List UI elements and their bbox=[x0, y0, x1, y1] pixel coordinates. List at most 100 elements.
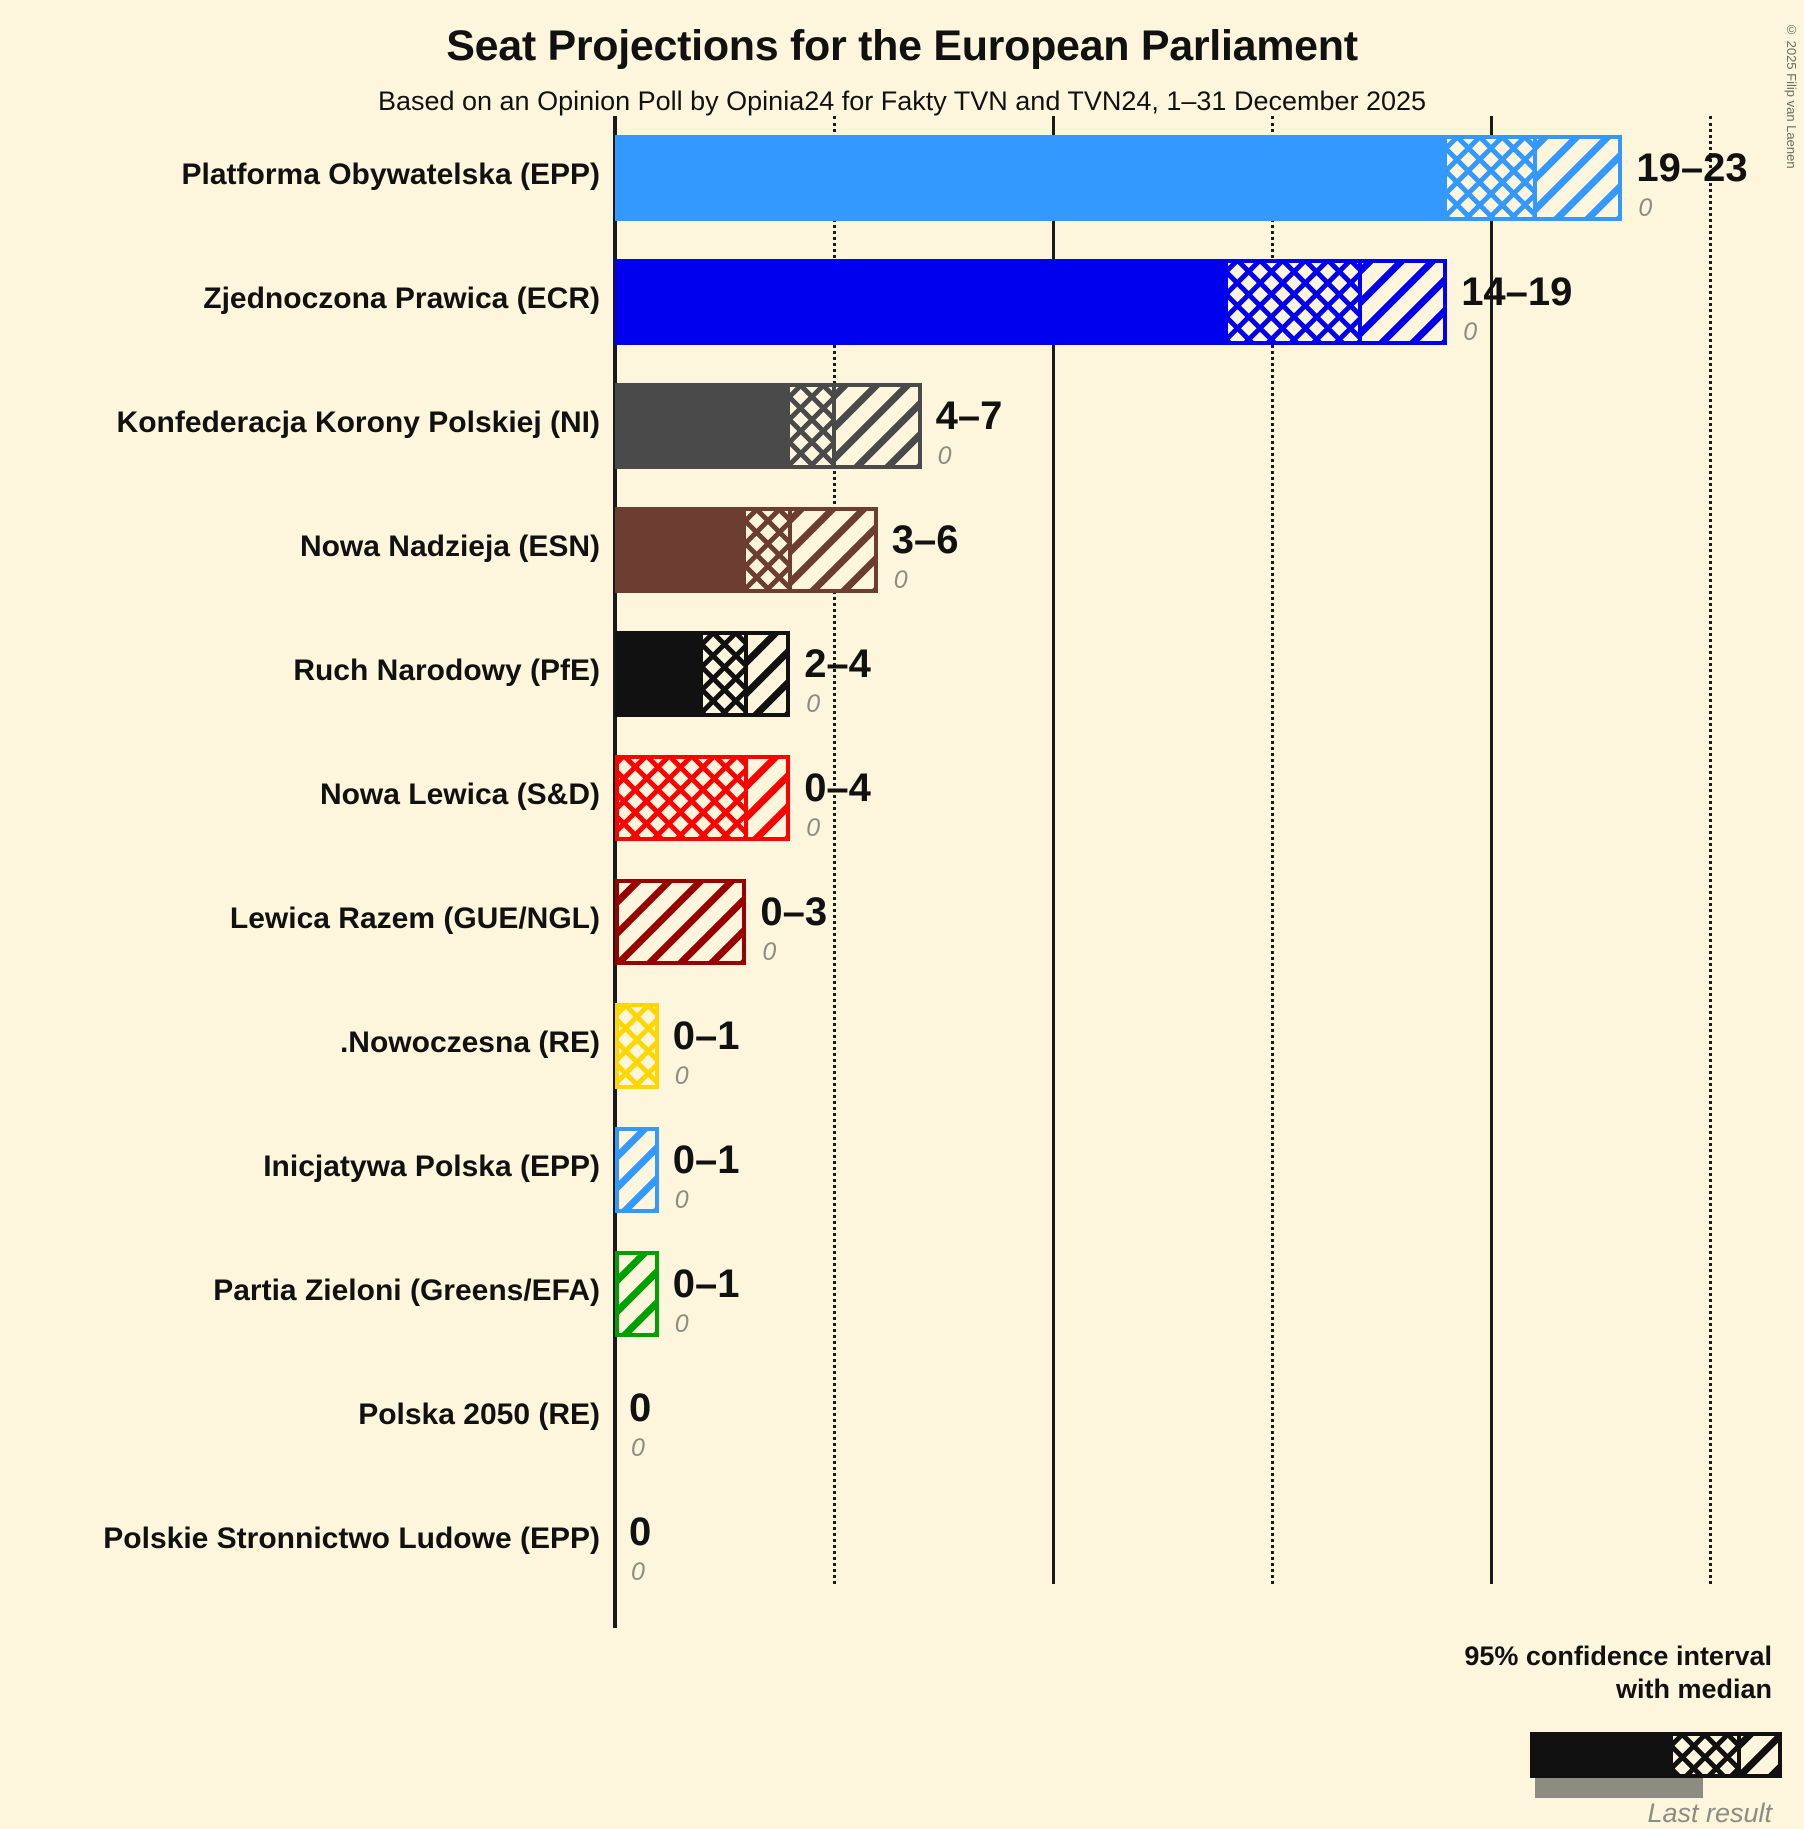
last-result-value: 0 bbox=[1463, 318, 1478, 346]
legend-diagonal-segment bbox=[1736, 1736, 1778, 1774]
chart-row: Konfederacja Korony Polskiej (NI) 4–7 0 bbox=[0, 364, 1804, 488]
bar-segment-crosshatch bbox=[702, 631, 747, 717]
bar-segment-crosshatch bbox=[1447, 135, 1535, 221]
bar-segment-crosshatch bbox=[1228, 259, 1360, 345]
seat-range-value: 3–6 bbox=[891, 518, 959, 562]
confidence-interval-bar bbox=[615, 1003, 659, 1089]
gridline-15 bbox=[1271, 116, 1274, 1584]
bar-outline bbox=[615, 879, 747, 965]
confidence-interval-bar bbox=[615, 1127, 659, 1213]
median-marker bbox=[744, 631, 749, 717]
chart-row: Polska 2050 (RE) 0 0 bbox=[0, 1356, 1804, 1480]
bar-segment-diagonal bbox=[615, 1127, 659, 1213]
bar-outline bbox=[615, 135, 1623, 221]
legend-line-1: 95% confidence interval bbox=[1464, 1641, 1772, 1671]
category-label: Platforma Obywatelska (EPP) bbox=[181, 158, 600, 191]
chart-row: Nowa Lewica (S&D) 0–4 0 bbox=[0, 736, 1804, 860]
page-subtitle: Based on an Opinion Poll by Opinia24 for… bbox=[377, 86, 1427, 116]
last-result-value: 0 bbox=[631, 1558, 645, 1586]
legend-solid-segment bbox=[1534, 1736, 1674, 1774]
bar-outline bbox=[615, 1251, 659, 1337]
bar-outline bbox=[615, 755, 791, 841]
value-axis bbox=[613, 116, 617, 1628]
seat-range-value: 0–3 bbox=[760, 890, 828, 934]
bar-outline bbox=[615, 259, 1448, 345]
bar-segment-diagonal bbox=[615, 879, 747, 965]
bar-segment-diagonal bbox=[1534, 135, 1623, 221]
bar-outline bbox=[615, 383, 922, 469]
last-result-value: 0 bbox=[674, 1186, 689, 1214]
last-result-value: 0 bbox=[674, 1310, 689, 1338]
seat-range-value: 0–1 bbox=[672, 1262, 740, 1306]
last-result-value: 0 bbox=[674, 1062, 689, 1090]
category-label: Konfederacja Korony Polskiej (NI) bbox=[116, 406, 600, 439]
median-marker bbox=[744, 755, 749, 841]
chart-row: Zjednoczona Prawica (ECR) 14–19 0 bbox=[0, 240, 1804, 364]
category-label: Inicjatywa Polska (EPP) bbox=[263, 1150, 600, 1183]
confidence-interval-bar bbox=[615, 507, 878, 593]
category-label: Partia Zieloni (Greens/EFA) bbox=[213, 1274, 600, 1307]
bar-segment-solid bbox=[615, 135, 1448, 221]
gridline-25 bbox=[1709, 116, 1712, 1584]
bar-segment-crosshatch bbox=[615, 755, 747, 841]
gridline-5 bbox=[833, 116, 836, 1584]
seat-range-value: 0–1 bbox=[672, 1014, 740, 1058]
seat-range-value: 0–4 bbox=[804, 766, 871, 810]
bar-segment-diagonal bbox=[790, 507, 878, 593]
bar-outline bbox=[615, 631, 791, 717]
bar-outline bbox=[615, 507, 878, 593]
median-marker bbox=[832, 383, 836, 469]
gridline-20 bbox=[1490, 116, 1493, 1584]
bar-segment-crosshatch bbox=[790, 383, 834, 469]
confidence-interval-bar bbox=[615, 135, 1623, 221]
confidence-interval-bar bbox=[615, 755, 791, 841]
chart-row: Platforma Obywatelska (EPP) 19–23 0 bbox=[0, 116, 1804, 240]
bar-outline bbox=[615, 1003, 659, 1089]
confidence-interval-bar bbox=[615, 631, 791, 717]
legend-sample-bar bbox=[1530, 1732, 1782, 1778]
bar-segment-diagonal bbox=[834, 383, 922, 469]
bar-segment-diagonal bbox=[615, 1251, 659, 1337]
bar-segment-solid bbox=[615, 259, 1229, 345]
category-label: .Nowoczesna (RE) bbox=[339, 1026, 600, 1059]
seat-range-value: 14–19 bbox=[1461, 270, 1573, 314]
seat-range-value: 4–7 bbox=[935, 394, 1003, 438]
seat-range-value: 0 bbox=[629, 1386, 652, 1430]
legend-median-marker bbox=[1736, 1736, 1741, 1774]
last-result-value: 0 bbox=[937, 442, 952, 470]
legend-last-result-bar bbox=[1535, 1778, 1703, 1798]
bar-segment-crosshatch bbox=[615, 1003, 659, 1089]
category-label: Nowa Lewica (S&D) bbox=[319, 778, 600, 811]
last-result-value: 0 bbox=[1638, 194, 1653, 222]
legend-line-2: with median bbox=[1615, 1673, 1772, 1704]
chart-row: Polskie Stronnictwo Ludowe (EPP) 0 0 bbox=[0, 1480, 1804, 1604]
chart-row: .Nowoczesna (RE) 0–1 0 bbox=[0, 984, 1804, 1108]
median-marker bbox=[788, 507, 793, 593]
last-result-value: 0 bbox=[762, 938, 777, 966]
confidence-interval-bar bbox=[615, 259, 1448, 345]
median-marker bbox=[1532, 135, 1537, 221]
bar-segment-diagonal bbox=[746, 755, 791, 841]
median-marker bbox=[1357, 259, 1362, 345]
bar-segment-solid bbox=[615, 383, 791, 469]
chart-legend: 95% confidence interval with median Last… bbox=[1300, 1640, 1790, 1828]
category-label: Ruch Narodowy (PfE) bbox=[293, 654, 600, 687]
page-title: Seat Projections for the European Parlia… bbox=[446, 22, 1358, 70]
seat-range-value: 0 bbox=[629, 1510, 652, 1554]
category-label: Lewica Razem (GUE/NGL) bbox=[229, 902, 600, 935]
bar-segment-crosshatch bbox=[746, 507, 791, 593]
last-result-value: 0 bbox=[893, 566, 908, 594]
last-result-value: 0 bbox=[806, 690, 821, 718]
legend-crosshatch-segment bbox=[1673, 1736, 1737, 1774]
seat-range-value: 2–4 bbox=[804, 642, 871, 686]
confidence-interval-bar bbox=[615, 879, 747, 965]
chart-row: Partia Zieloni (Greens/EFA) 0–1 0 bbox=[0, 1232, 1804, 1356]
category-label: Nowa Nadzieja (ESN) bbox=[299, 530, 600, 563]
bar-outline bbox=[615, 1127, 659, 1213]
last-result-value: 0 bbox=[806, 814, 821, 842]
confidence-interval-bar bbox=[615, 383, 922, 469]
last-result-value: 0 bbox=[631, 1434, 645, 1462]
legend-title: 95% confidence interval with median bbox=[1464, 1640, 1772, 1706]
